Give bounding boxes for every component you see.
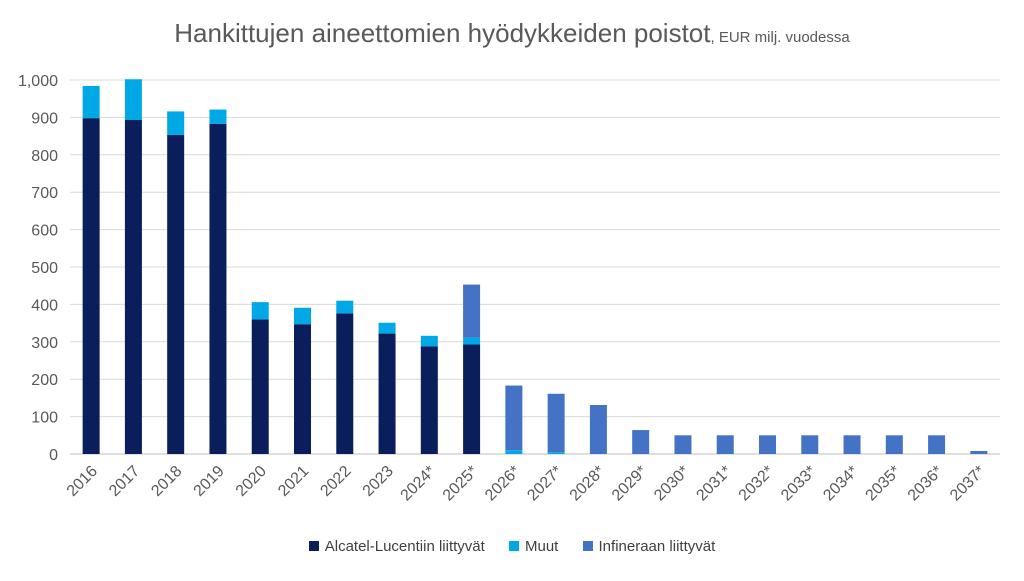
chart-title-subtitle: , EUR milj. vuodessa bbox=[710, 29, 850, 46]
bar-segment bbox=[716, 435, 734, 454]
y-tick-label: 100 bbox=[31, 410, 58, 427]
bar-segment bbox=[167, 134, 185, 454]
y-tick-label: 400 bbox=[31, 297, 58, 314]
bar-segment bbox=[801, 435, 819, 454]
x-tick-label: 2035* bbox=[863, 463, 905, 505]
y-tick-label: 500 bbox=[31, 260, 58, 277]
bar-segment bbox=[378, 333, 396, 454]
bar-segment bbox=[420, 346, 438, 454]
x-tick-label: 2027* bbox=[524, 463, 566, 505]
x-tick-label: 2026* bbox=[482, 463, 524, 505]
legend-label-muut: Muut bbox=[524, 538, 559, 555]
x-tick-label: 2017 bbox=[106, 463, 143, 500]
y-tick-label: 700 bbox=[31, 185, 58, 202]
legend-label-infinera: Infineraan liittyvät bbox=[598, 538, 716, 555]
x-tick-label: 2024* bbox=[398, 463, 440, 505]
y-tick-label: 300 bbox=[31, 335, 58, 352]
bars bbox=[82, 79, 988, 455]
legend-swatch-infinera bbox=[582, 541, 593, 551]
bar-segment bbox=[294, 307, 311, 325]
legend-item-infinera: Infineraan liittyvät bbox=[582, 538, 716, 555]
y-tick-label: 900 bbox=[31, 110, 58, 127]
x-tick-label: 2020 bbox=[233, 463, 270, 500]
bar-segment bbox=[674, 435, 692, 454]
y-tick-label: 800 bbox=[31, 148, 58, 165]
bar-segment bbox=[420, 335, 438, 347]
x-tick-label: 2036* bbox=[905, 463, 947, 505]
x-tick-label: 2025* bbox=[440, 463, 482, 505]
y-tick-label: 200 bbox=[31, 372, 58, 389]
x-tick-label: 2023 bbox=[360, 463, 397, 500]
bar-segment bbox=[970, 451, 988, 454]
bar-segment bbox=[209, 123, 227, 455]
bar-segment bbox=[124, 120, 142, 454]
bar-segment bbox=[463, 284, 481, 338]
x-tick-label: 2033* bbox=[778, 463, 820, 505]
x-tick-label: 2022 bbox=[317, 463, 354, 500]
y-tick-label: 600 bbox=[31, 223, 58, 240]
bar-segment bbox=[463, 344, 481, 454]
bar-segment bbox=[547, 452, 565, 454]
x-tick-label: 2018 bbox=[148, 463, 185, 500]
bar-segment bbox=[885, 435, 903, 454]
x-tick-label: 2016 bbox=[64, 463, 101, 500]
bar-segment bbox=[843, 435, 861, 454]
bar-segment bbox=[336, 313, 354, 454]
legend-item-alcatel: Alcatel-Lucentiin liittyvät bbox=[308, 538, 485, 555]
x-tick-label: 2029* bbox=[609, 463, 651, 505]
bar-segment bbox=[82, 118, 100, 454]
legend-label-alcatel: Alcatel-Lucentiin liittyvät bbox=[324, 538, 485, 555]
bar-segment bbox=[82, 85, 100, 119]
x-axis-tick-labels: 2016 2017 2018 2019 2020 2021 2022 2023 2024* 202… bbox=[64, 463, 989, 505]
bar-segment bbox=[378, 322, 396, 334]
bar-segment bbox=[505, 450, 523, 454]
x-tick-label: 2021 bbox=[275, 463, 312, 500]
bar-segment bbox=[463, 337, 481, 345]
x-tick-label: 2031* bbox=[693, 463, 735, 505]
x-tick-label: 2030* bbox=[651, 463, 693, 505]
bar-segment bbox=[336, 300, 354, 314]
bar-segment bbox=[251, 319, 269, 454]
legend: Alcatel-Lucentiin liittyvät Muut Infiner… bbox=[0, 538, 1024, 555]
x-tick-label: 2019 bbox=[191, 463, 228, 500]
bar-segment bbox=[547, 393, 565, 453]
bar-segment bbox=[209, 109, 227, 124]
legend-swatch-alcatel bbox=[308, 541, 319, 551]
y-axis-tick-labels: 0 100 200 300 400 500 600 700 800 900 1,000 bbox=[18, 73, 58, 464]
bar-segment bbox=[251, 302, 269, 320]
y-tick-label: 1,000 bbox=[18, 73, 58, 90]
legend-item-muut: Muut bbox=[508, 538, 559, 555]
y-tick-label: 0 bbox=[49, 447, 58, 464]
bar-segment bbox=[294, 324, 311, 454]
bar-segment bbox=[167, 111, 185, 135]
x-tick-label: 2032* bbox=[736, 463, 778, 505]
bar-segment bbox=[589, 405, 607, 454]
x-tick-label: 2037* bbox=[947, 463, 989, 505]
bar-segment bbox=[759, 435, 776, 454]
bar-segment bbox=[505, 385, 523, 451]
legend-swatch-muut bbox=[508, 541, 519, 551]
chart-title: Hankittujen aineettomien hyödykkeiden po… bbox=[0, 18, 1024, 49]
x-tick-label: 2028* bbox=[567, 463, 609, 505]
chart-title-main: Hankittujen aineettomien hyödykkeiden po… bbox=[174, 18, 711, 48]
bar-segment bbox=[632, 430, 650, 454]
x-tick-label: 2034* bbox=[820, 463, 862, 505]
bar-segment bbox=[124, 79, 142, 121]
bar-segment bbox=[928, 435, 946, 454]
